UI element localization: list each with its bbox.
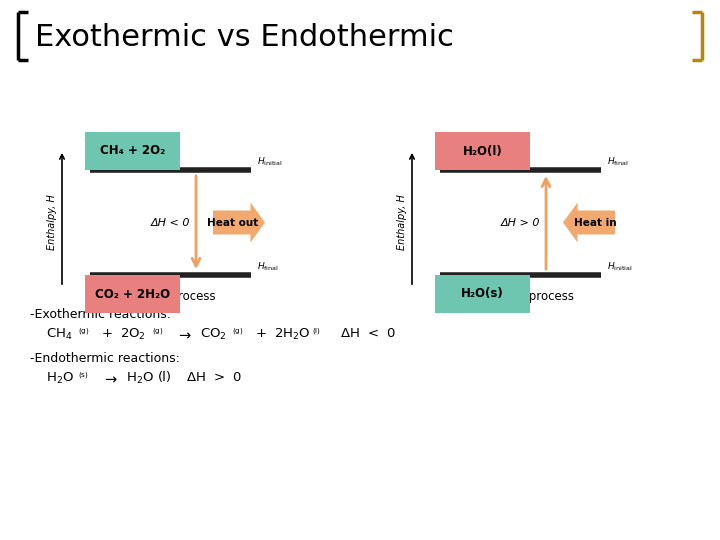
- Text: ΔH < 0: ΔH < 0: [150, 218, 190, 227]
- Text: CO₂ + 2H₂O: CO₂ + 2H₂O: [95, 287, 170, 300]
- Text: -Exothermic reactions:: -Exothermic reactions:: [30, 308, 171, 321]
- Text: Endothermic process: Endothermic process: [450, 290, 574, 303]
- Text: Heat in: Heat in: [574, 218, 616, 227]
- Text: 2O$_2$: 2O$_2$: [120, 327, 146, 342]
- Text: +: +: [256, 327, 267, 340]
- FancyBboxPatch shape: [435, 132, 530, 170]
- Text: $\it{H}_{\rm final}$: $\it{H}_{\rm final}$: [607, 156, 629, 168]
- Text: Heat out: Heat out: [207, 218, 258, 227]
- Text: Enthalpy, H: Enthalpy, H: [397, 194, 407, 251]
- Text: Exothermic vs Endothermic: Exothermic vs Endothermic: [35, 24, 454, 52]
- Text: $_{\rm (l)}$: $_{\rm (l)}$: [312, 327, 321, 338]
- Text: Exothermic process: Exothermic process: [100, 290, 215, 303]
- Text: H$_2$O: H$_2$O: [46, 371, 74, 386]
- Text: $\rightarrow$: $\rightarrow$: [176, 327, 192, 342]
- Text: $\it{H}_{\rm initial}$: $\it{H}_{\rm initial}$: [257, 156, 282, 168]
- Text: H₂O(s): H₂O(s): [461, 287, 504, 300]
- Text: +: +: [102, 327, 113, 340]
- Text: (l): (l): [158, 371, 172, 384]
- FancyBboxPatch shape: [85, 132, 180, 170]
- FancyBboxPatch shape: [85, 275, 180, 313]
- Text: B: B: [440, 290, 449, 303]
- Text: $_{\rm (g)}$: $_{\rm (g)}$: [232, 327, 244, 338]
- Text: CH$_4$: CH$_4$: [46, 327, 73, 342]
- Text: -Endothermic reactions:: -Endothermic reactions:: [30, 352, 180, 365]
- Text: $\Delta$H  >  0: $\Delta$H > 0: [186, 371, 243, 384]
- Polygon shape: [213, 202, 265, 242]
- Text: A: A: [90, 290, 99, 303]
- Text: CH₄ + 2O₂: CH₄ + 2O₂: [100, 145, 165, 158]
- FancyBboxPatch shape: [435, 275, 530, 313]
- Text: ΔH > 0: ΔH > 0: [500, 218, 540, 227]
- Text: $_{\rm (s)}$: $_{\rm (s)}$: [78, 371, 89, 382]
- Text: 2H$_2$O: 2H$_2$O: [274, 327, 310, 342]
- Text: H₂O(l): H₂O(l): [463, 145, 503, 158]
- Text: $_{\rm (g)}$: $_{\rm (g)}$: [78, 327, 90, 338]
- Text: $\it{H}_{\rm initial}$: $\it{H}_{\rm initial}$: [607, 260, 633, 273]
- Text: CO$_2$: CO$_2$: [200, 327, 227, 342]
- Text: $\rightarrow$: $\rightarrow$: [102, 371, 118, 386]
- Text: $_{\rm (g)}$: $_{\rm (g)}$: [152, 327, 163, 338]
- Text: Enthalpy, H: Enthalpy, H: [47, 194, 57, 251]
- Text: H$_2$O: H$_2$O: [126, 371, 154, 386]
- Polygon shape: [563, 202, 615, 242]
- Text: $\it{H}_{\rm final}$: $\it{H}_{\rm final}$: [257, 260, 279, 273]
- Text: $\Delta$H  <  0: $\Delta$H < 0: [340, 327, 397, 340]
